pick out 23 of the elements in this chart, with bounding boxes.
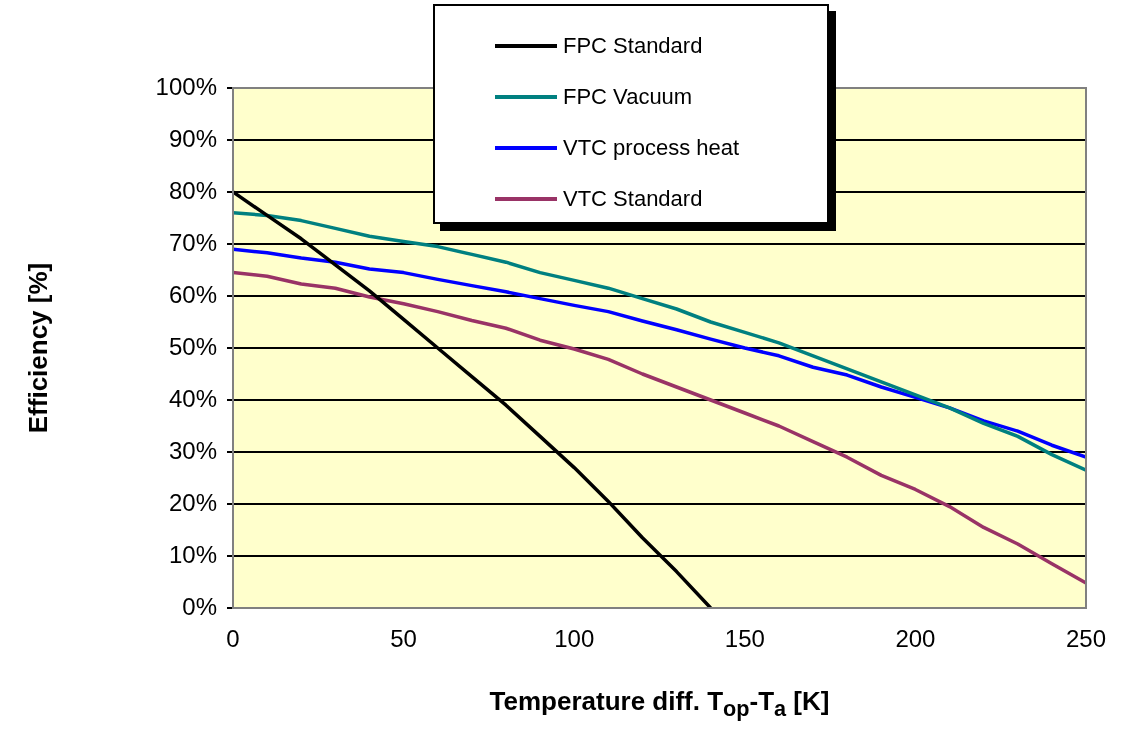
y-axis-title: Efficiency [%]: [22, 262, 53, 434]
legend-label: VTC process heat: [563, 134, 740, 161]
legend-label: FPC Standard: [563, 32, 703, 59]
x-tick-label: 50: [390, 625, 417, 653]
x-tick-label: 150: [724, 625, 765, 653]
y-tick-label: 20%: [168, 488, 217, 516]
y-tick-label: 80%: [168, 176, 217, 204]
y-tick-label: 60%: [168, 280, 217, 308]
x-tick-label: 200: [895, 625, 936, 653]
x-tick-label: 250: [1065, 625, 1107, 653]
y-tick-label: 30%: [168, 436, 217, 464]
x-axis-title: Temperature diff. T$_{op}$-T$_{a}$ [K]: [488, 686, 831, 723]
legend-label: FPC Vacuum: [563, 83, 693, 110]
y-tick-label: 40%: [168, 384, 217, 412]
x-tick-label: 100: [554, 625, 595, 653]
y-tick-label: 0%: [182, 592, 217, 620]
y-tick-label: 90%: [168, 124, 217, 152]
legend-label: VTC Standard: [563, 185, 703, 212]
y-tick-label: 70%: [168, 228, 217, 256]
y-tick-label: 10%: [168, 540, 217, 568]
x-tick-label: 0: [226, 625, 240, 653]
y-tick-label: 100%: [155, 72, 217, 100]
y-tick-label: 50%: [168, 332, 217, 360]
